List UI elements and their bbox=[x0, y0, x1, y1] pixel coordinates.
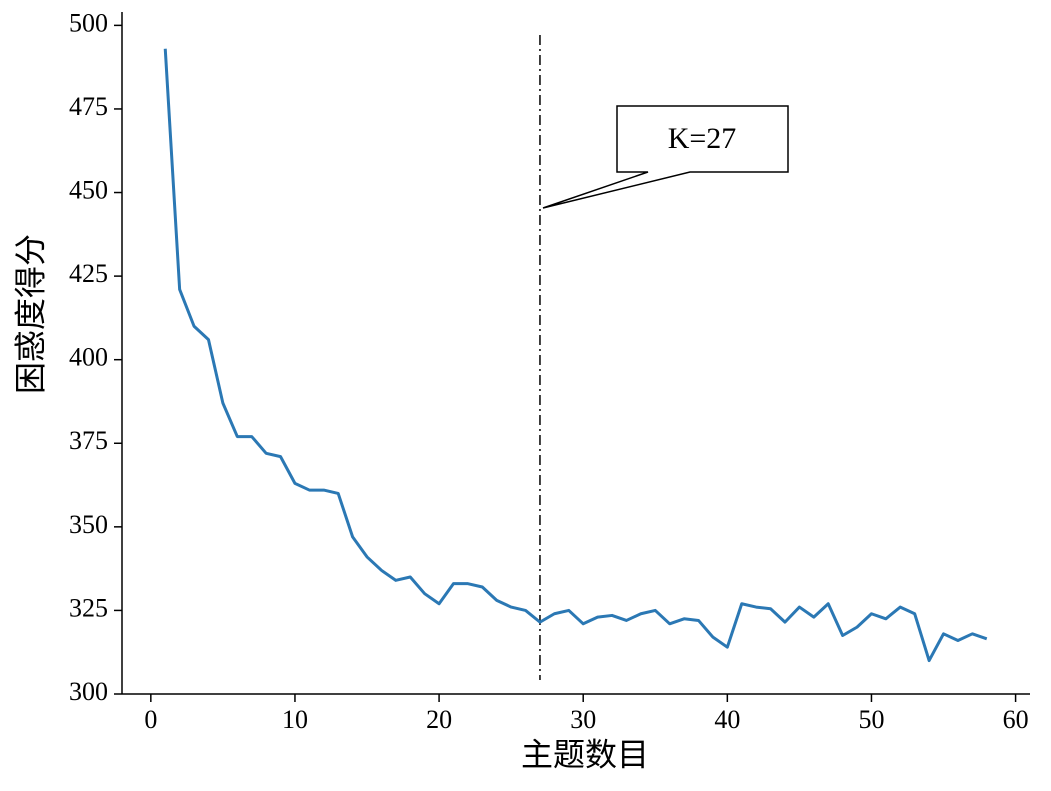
x-tick-label: 40 bbox=[714, 705, 740, 734]
y-tick-label: 300 bbox=[69, 677, 108, 706]
x-tick-label: 60 bbox=[1003, 705, 1029, 734]
x-axis-label: 主题数目 bbox=[521, 736, 649, 772]
y-tick-label: 450 bbox=[69, 175, 108, 204]
y-tick-label: 350 bbox=[69, 510, 108, 539]
y-tick-label: 400 bbox=[69, 343, 108, 372]
line-series bbox=[163, 48, 988, 663]
y-tick-label: 425 bbox=[69, 259, 108, 288]
y-axis-label: 困惑度得分 bbox=[12, 234, 48, 394]
x-tick-label: 10 bbox=[282, 705, 308, 734]
y-tick-label: 475 bbox=[69, 92, 108, 121]
x-tick-label: 0 bbox=[144, 705, 157, 734]
y-tick-label: 500 bbox=[69, 8, 108, 37]
x-tick-label: 20 bbox=[426, 705, 452, 734]
y-tick-label: 375 bbox=[69, 426, 108, 455]
annotation: K=27 bbox=[668, 122, 737, 155]
x-tick-label: 30 bbox=[570, 705, 596, 734]
y-tick-label: 325 bbox=[69, 593, 108, 622]
annotation-box bbox=[542, 105, 789, 209]
x-tick-label: 50 bbox=[858, 705, 884, 734]
